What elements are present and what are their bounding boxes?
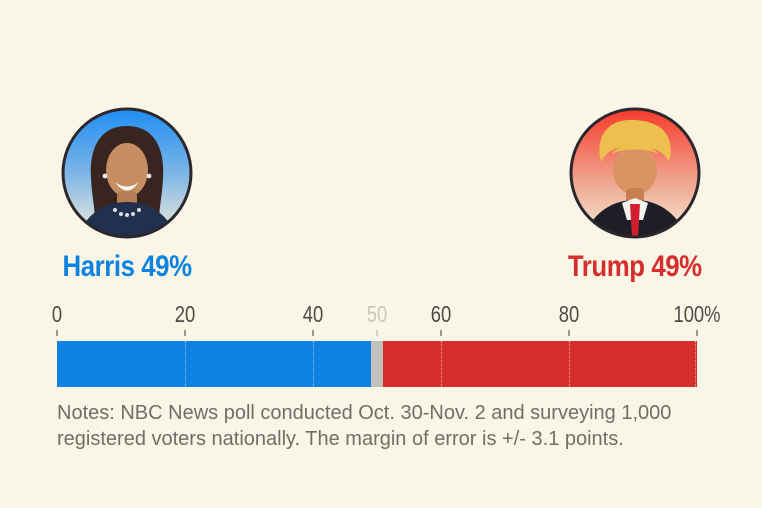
gridline-20 (185, 341, 186, 387)
axis-tick-40 (312, 330, 314, 336)
gridline-80 (569, 341, 570, 387)
harris-result-label: Harris 49% (62, 250, 192, 283)
gridline-100 (695, 341, 696, 387)
axis-label-60: 60 (430, 301, 452, 327)
notes-text: Notes: NBC News poll conducted Oct. 30-N… (57, 400, 671, 452)
axis-tick-labels: 0 20 40 50 60 80 100% (52, 301, 721, 328)
notes-line-1: Notes: NBC News poll conducted Oct. 30-N… (57, 402, 672, 424)
candidate-trump: Trump 49% (535, 106, 735, 283)
axis-tick-0 (56, 330, 58, 336)
bar-segment-harris (57, 341, 371, 387)
poll-bar-chart: 0 20 40 50 60 80 100% (52, 301, 721, 387)
bar-segment-undecided-other (370, 341, 384, 387)
harris-photo (61, 107, 193, 239)
gridline-40 (313, 341, 314, 387)
notes-line-2: registered voters nationally. The margin… (57, 428, 624, 450)
candidate-harris: Harris 49% (27, 106, 227, 283)
axis-label-80: 80 (558, 301, 580, 327)
axis-label-50: 50 (366, 301, 388, 327)
axis-tick-50 (376, 330, 378, 336)
gridline-60 (441, 341, 442, 387)
axis-tick-100 (696, 330, 698, 336)
axis-tick-marks (56, 330, 698, 336)
axis-label-40: 40 (302, 301, 324, 327)
axis-label-20: 20 (174, 301, 196, 327)
axis-label-0: 0 (51, 301, 63, 327)
stacked-bar (57, 341, 697, 387)
axis-tick-60 (440, 330, 442, 336)
bar-segment-trump (383, 341, 697, 387)
trump-result-label: Trump 49% (568, 250, 702, 283)
axis-label-100: 100% (673, 301, 721, 327)
axis-tick-20 (184, 330, 186, 336)
trump-photo (569, 107, 701, 239)
axis-tick-80 (568, 330, 570, 336)
